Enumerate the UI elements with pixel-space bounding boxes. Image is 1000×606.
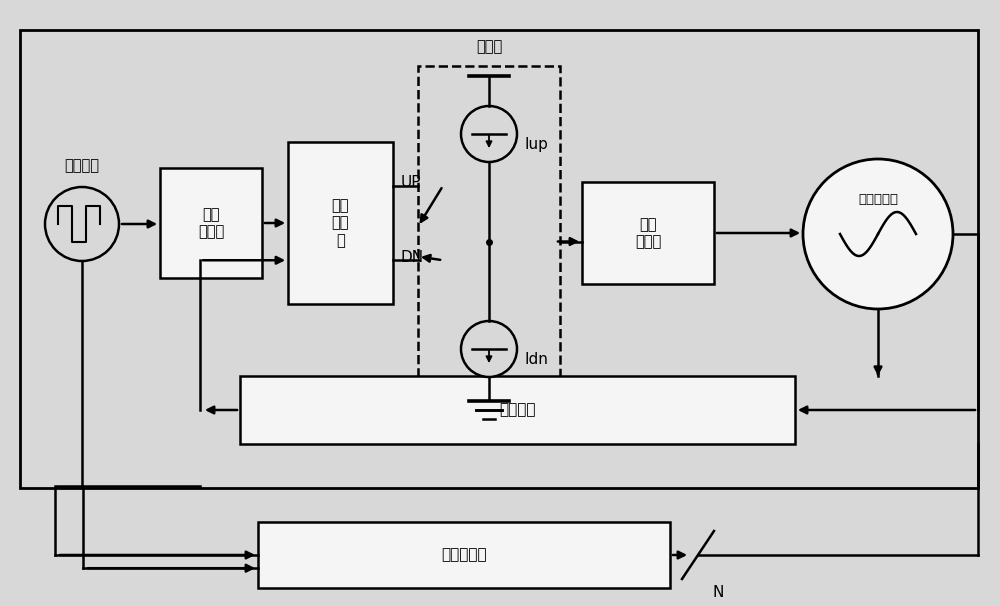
Text: 电荷泵: 电荷泵 [476, 39, 502, 54]
Text: Idn: Idn [525, 351, 549, 367]
Text: 环路
滤波器: 环路 滤波器 [635, 217, 661, 249]
Text: N: N [712, 585, 723, 600]
Circle shape [803, 159, 953, 309]
Bar [418, 66, 560, 421]
Bar [258, 522, 670, 588]
Text: Iup: Iup [525, 136, 549, 152]
Text: 参考时钟: 参考时钟 [64, 158, 100, 173]
Text: 参考
分频器: 参考 分频器 [198, 207, 224, 239]
Text: 主分频器: 主分频器 [499, 402, 536, 418]
Text: 压控振荡器: 压控振荡器 [858, 193, 898, 206]
Text: 自校正电路: 自校正电路 [441, 547, 487, 562]
Circle shape [45, 187, 119, 261]
Text: 鉴频
鉴相
器: 鉴频 鉴相 器 [332, 198, 349, 248]
Circle shape [461, 106, 517, 162]
Circle shape [461, 321, 517, 377]
Bar [20, 30, 978, 488]
Bar [582, 182, 714, 284]
Text: DN: DN [401, 250, 424, 265]
Text: UP: UP [401, 175, 422, 190]
Bar [240, 376, 795, 444]
Bar [160, 168, 262, 278]
Bar [288, 142, 393, 304]
